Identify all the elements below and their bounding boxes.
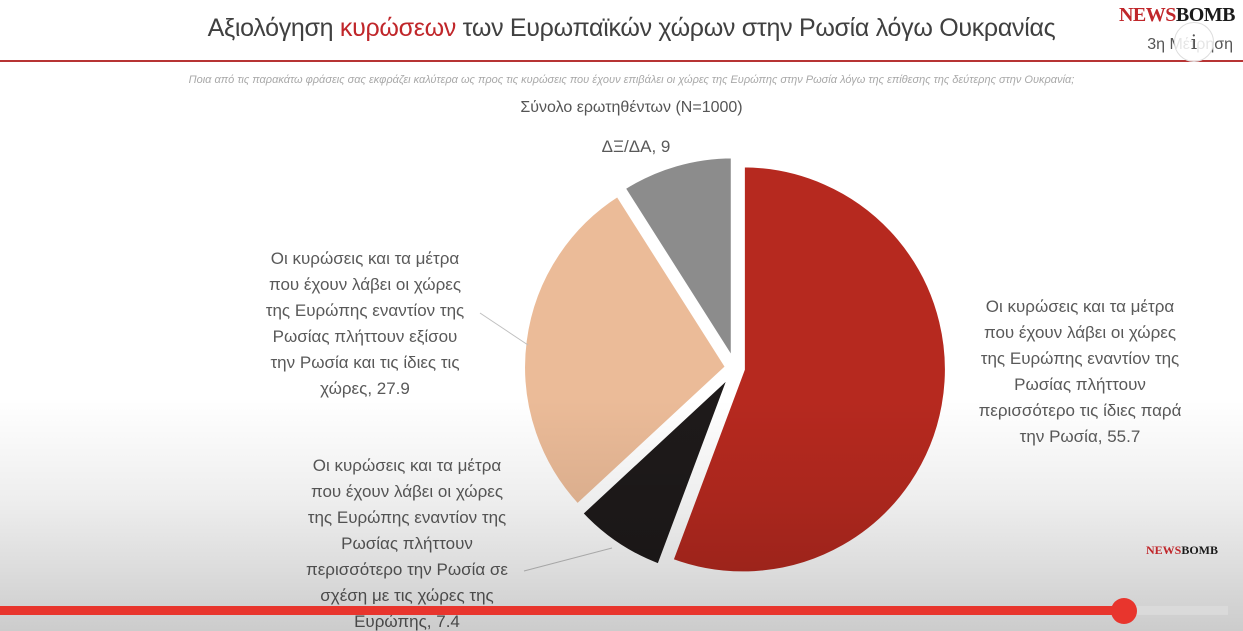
logo-part-news: NEWS [1118, 4, 1176, 26]
data-label-1: Οι κυρώσεις και τα μέτρα που έχουν λάβει … [306, 456, 508, 631]
video-scrubber-handle[interactable] [1110, 598, 1137, 624]
newsbomb-watermark: NEWSBOMB [1146, 543, 1218, 558]
title-suffix: των Ευρωπαϊκών χώρων στην Ρωσία λόγω Ουκ… [456, 14, 1056, 42]
data-label-2: Οι κυρώσεις και τα μέτρα που έχουν λάβει … [266, 249, 464, 398]
title-prefix: Αξιολόγηση [207, 14, 340, 42]
survey-question: Ποια από τις παρακάτω φράσεις σας εκφράζ… [188, 74, 1075, 86]
chart-title: Αξιολόγηση κυρώσεων των Ευρωπαϊκών χώρων… [0, 14, 1243, 43]
logo-part-bomb: BOMB [1175, 4, 1236, 26]
info-icon[interactable]: i [1174, 22, 1214, 62]
leader-line-2 [479, 312, 529, 346]
newsbomb-logo: NEWSBOMB [1118, 4, 1236, 27]
watermark-news: NEWS [1146, 543, 1182, 557]
title-highlight: κυρώσεων [339, 14, 456, 42]
data-label-0: Οι κυρώσεις και τα μέτρα που έχουν λάβει … [979, 297, 1182, 446]
data-label-3: ΔΞ/ΔΑ, 9 [602, 137, 671, 156]
watermark-bomb: BOMB [1181, 543, 1219, 557]
leader-line-1 [523, 547, 613, 572]
header-divider [0, 60, 1243, 62]
pie-slice-2 [521, 191, 730, 509]
video-progress-played [0, 606, 1124, 615]
pie-slice-1 [578, 373, 733, 569]
chart-subtitle: Σύνολο ερωτηθέντων (N=1000) [520, 99, 743, 116]
pie-slice-0 [668, 163, 949, 576]
pie-slice-3 [620, 154, 735, 368]
video-progress-bar[interactable] [0, 598, 1228, 624]
